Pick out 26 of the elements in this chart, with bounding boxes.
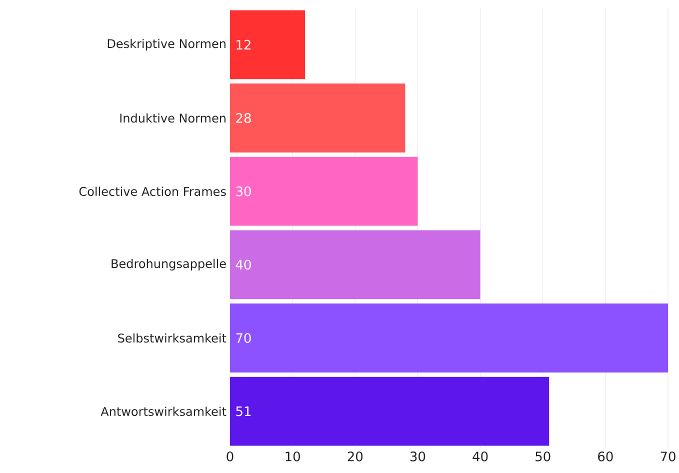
data-label: 28: [236, 113, 251, 123]
data-label: 30: [236, 186, 251, 196]
x-tick-label: 20: [348, 452, 363, 462]
bar: [230, 156, 418, 226]
bar: [230, 376, 550, 446]
x-tick-label: 10: [286, 452, 300, 462]
data-label: 12: [236, 40, 250, 50]
y-tick-label: Antwortswirksamkeit: [100, 406, 226, 416]
bar: [230, 84, 406, 152]
y-tick-label: Deskriptive Normen: [108, 38, 226, 50]
data-label: 70: [236, 333, 251, 343]
data-label: 40: [236, 260, 251, 270]
y-tick-label: Selbstwirksamkeit: [118, 333, 226, 343]
y-tick-label: Collective Action Frames: [79, 186, 226, 196]
x-tick-label: 60: [598, 452, 613, 462]
y-tick-label: Bedrohungsappelle: [112, 258, 226, 270]
bar: [230, 230, 480, 300]
x-tick-label: 30: [410, 452, 426, 462]
x-tick-label: 40: [472, 452, 488, 462]
bar: [230, 10, 306, 80]
x-tick-label: 0: [226, 452, 234, 462]
x-tick-label: 50: [536, 452, 550, 462]
data-label: 51: [236, 406, 251, 416]
x-tick-label: 70: [660, 452, 676, 462]
y-tick-label: Induktive Normen: [120, 113, 226, 123]
bar: [230, 304, 668, 372]
